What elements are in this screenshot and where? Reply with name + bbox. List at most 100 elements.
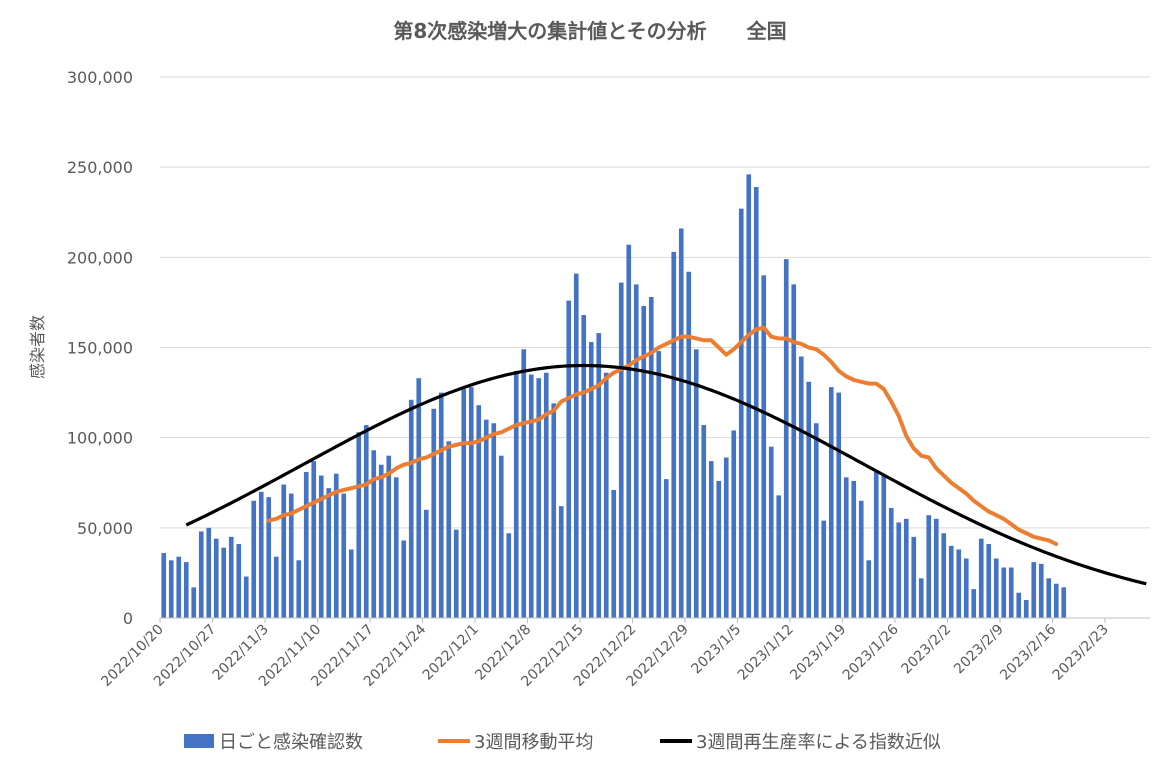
- bar: [663, 479, 669, 618]
- y-tick-label: 250,000: [67, 158, 133, 177]
- bar: [971, 589, 977, 618]
- bar: [933, 518, 939, 618]
- bar: [528, 374, 534, 618]
- bar: [828, 387, 834, 618]
- bar: [446, 441, 452, 618]
- bar: [738, 208, 744, 619]
- bar: [648, 297, 654, 618]
- bar: [378, 464, 384, 618]
- bar: [393, 477, 399, 618]
- bar: [881, 475, 887, 618]
- bar: [506, 533, 512, 618]
- bar: [551, 403, 557, 618]
- bar: [1061, 587, 1067, 618]
- bar: [371, 450, 377, 618]
- bar: [776, 495, 782, 618]
- legend-label-bars: 日ごと感染確認数: [219, 732, 363, 753]
- bar: [498, 455, 504, 618]
- bar: [768, 446, 774, 618]
- y-axis-label: 感染者数: [28, 315, 47, 379]
- bar: [918, 578, 924, 618]
- bar: [956, 549, 962, 618]
- bar: [1046, 578, 1052, 618]
- bar: [491, 423, 497, 618]
- bar: [963, 558, 969, 618]
- bar: [558, 506, 564, 618]
- y-axis-ticks: 0 50,000 100,000 150,000 200,000 250,000 300,0…: [67, 68, 133, 628]
- bar: [513, 370, 519, 618]
- x-tick-label: 2023/2/23: [1050, 622, 1112, 684]
- bar: [386, 455, 392, 618]
- bar: [303, 471, 309, 618]
- bar: [633, 284, 639, 618]
- moving-average-line: [266, 325, 1059, 547]
- bar: [926, 515, 932, 618]
- legend-label-fit: 3週間再生産率による指数近似: [696, 732, 941, 753]
- bar: [416, 378, 422, 618]
- bar: [618, 282, 624, 618]
- bar: [318, 475, 324, 618]
- bar-series: [161, 174, 1067, 619]
- bar: [866, 560, 872, 618]
- bar: [941, 533, 947, 618]
- bar: [843, 477, 849, 618]
- bar: [656, 351, 662, 618]
- bar: [821, 520, 827, 618]
- bar: [543, 372, 549, 618]
- bar: [236, 544, 242, 618]
- bar: [408, 399, 414, 618]
- bar: [588, 342, 594, 618]
- bar: [296, 560, 302, 618]
- bar: [281, 484, 287, 618]
- bar: [791, 284, 797, 618]
- bar: [641, 306, 647, 618]
- bar: [288, 493, 294, 618]
- bar: [1038, 563, 1044, 618]
- y-tick-label: 150,000: [67, 339, 133, 358]
- bar: [476, 405, 482, 618]
- bar: [888, 507, 894, 618]
- bar: [468, 387, 474, 618]
- x-tick-label: 2023/1/26: [840, 621, 902, 683]
- bar: [671, 251, 677, 618]
- bar: [461, 388, 467, 618]
- y-tick-label: 50,000: [77, 519, 133, 538]
- bar: [978, 538, 984, 618]
- bar: [1001, 567, 1007, 618]
- fit-curve-line: [185, 363, 1147, 586]
- y-tick-label: 300,000: [67, 68, 133, 87]
- bar: [836, 392, 842, 618]
- bar: [213, 538, 219, 618]
- bar: [401, 540, 407, 618]
- bar: [678, 228, 684, 619]
- bar: [708, 461, 714, 618]
- x-tick-label: 2023/2/2: [899, 622, 955, 678]
- bar: [251, 500, 257, 618]
- bar: [438, 392, 444, 618]
- bar: [603, 372, 609, 618]
- bar: [363, 425, 369, 618]
- bar: [911, 536, 917, 618]
- bar: [341, 493, 347, 618]
- bar: [1008, 567, 1014, 618]
- bar: [896, 522, 902, 618]
- x-tick-label: 2023/2/16: [997, 621, 1059, 683]
- bar: [723, 457, 729, 618]
- bar: [423, 509, 429, 618]
- bar: [333, 473, 339, 618]
- bar: [798, 356, 804, 618]
- bar: [191, 587, 197, 618]
- y-tick-label: 0: [123, 609, 133, 628]
- line-series: [185, 325, 1147, 586]
- bar: [626, 244, 632, 618]
- bar: [521, 349, 527, 618]
- bar: [273, 556, 279, 618]
- x-tick-label: 2023/2/9: [951, 622, 1007, 678]
- bar: [183, 562, 189, 618]
- bar: [198, 531, 204, 618]
- bar: [686, 271, 692, 618]
- bar: [581, 315, 587, 618]
- bar: [176, 556, 182, 618]
